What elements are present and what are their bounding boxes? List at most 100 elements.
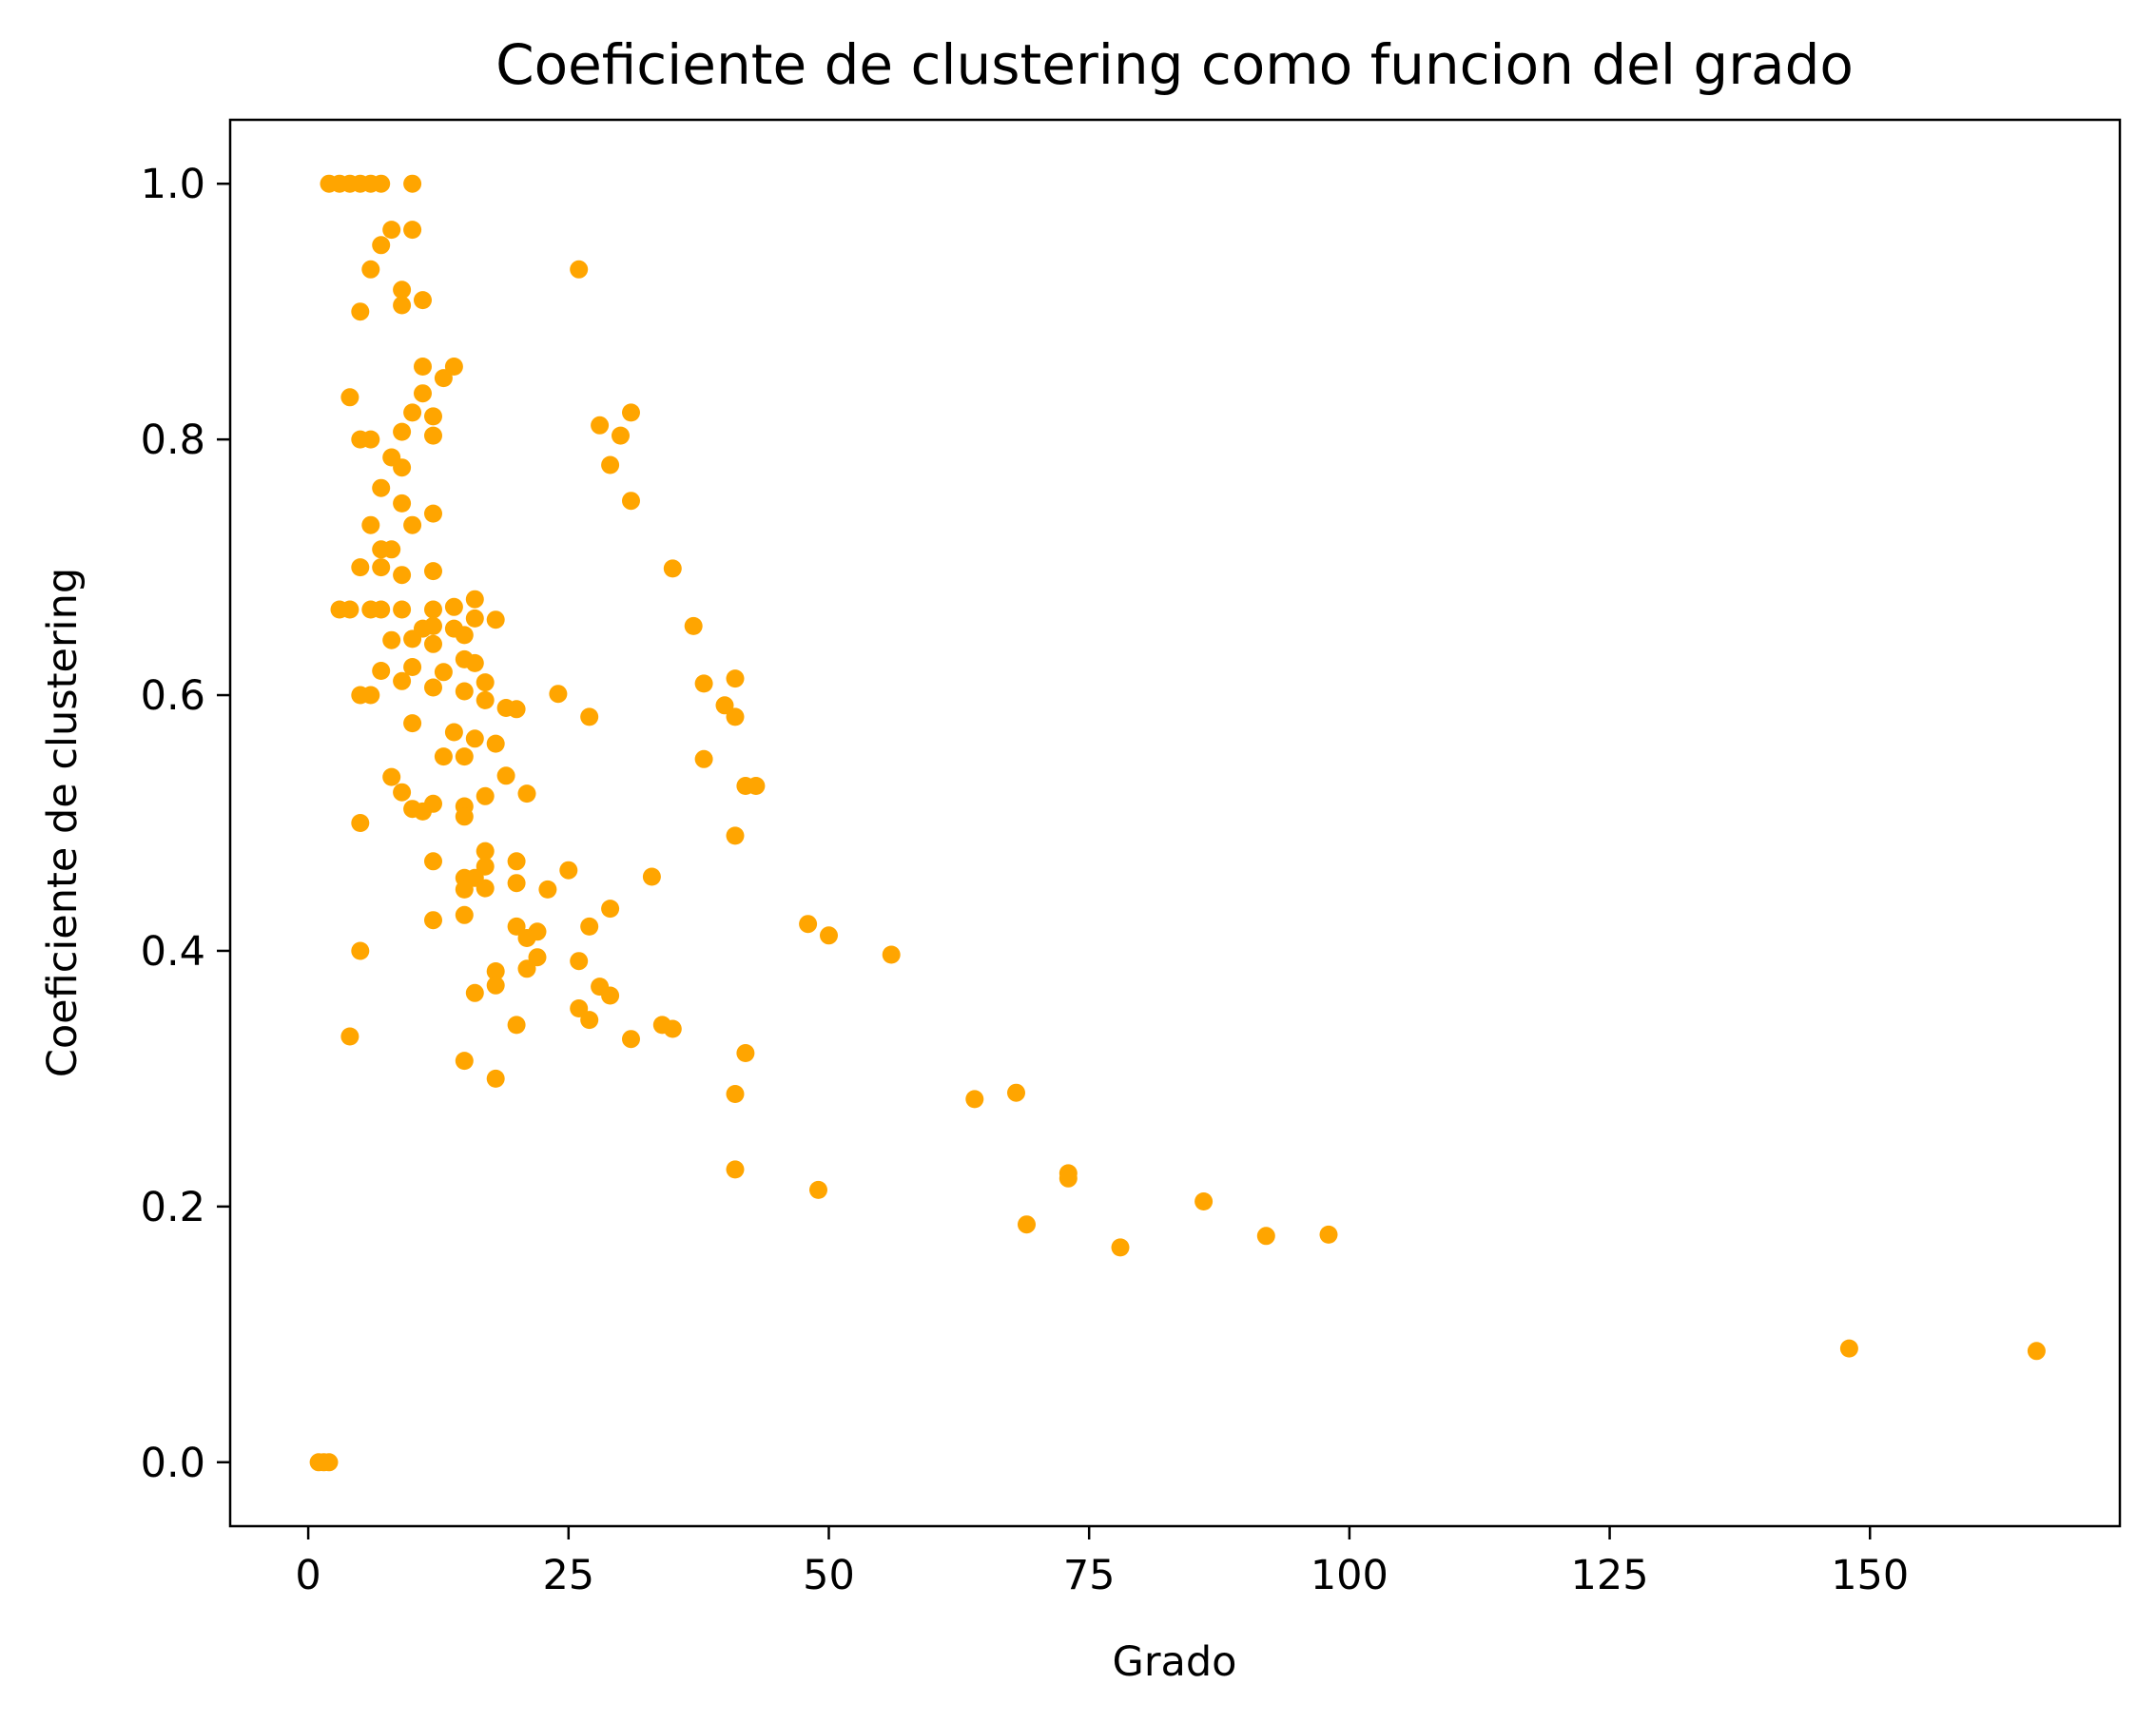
data-point <box>424 634 442 653</box>
data-point <box>799 915 818 934</box>
data-point <box>601 986 620 1005</box>
data-point <box>434 663 453 682</box>
data-point <box>361 430 380 449</box>
data-point <box>570 260 589 279</box>
data-point <box>580 917 599 936</box>
data-point <box>726 1085 745 1103</box>
data-point <box>601 900 620 919</box>
data-point <box>393 494 412 513</box>
y-tick-label: 0.6 <box>141 672 205 720</box>
data-point <box>580 1011 599 1030</box>
data-point <box>1195 1192 1214 1210</box>
data-point <box>747 777 766 795</box>
x-tick-label: 50 <box>803 1552 855 1599</box>
data-point <box>372 174 391 193</box>
data-point <box>393 296 412 315</box>
data-point <box>340 1027 359 1046</box>
y-axis-ticks: 0.0 0.2 0.4 0.6 0.8 1.0 <box>141 161 230 1487</box>
data-point <box>726 1160 745 1179</box>
data-point <box>382 221 401 240</box>
data-point <box>372 662 391 680</box>
data-point <box>393 458 412 477</box>
data-point <box>424 678 442 697</box>
y-tick-label: 0.2 <box>141 1184 205 1231</box>
data-point <box>403 221 422 240</box>
data-point <box>622 403 640 422</box>
data-point <box>612 426 630 445</box>
x-axis-label: Grado <box>1113 1638 1237 1686</box>
data-point <box>601 455 620 474</box>
data-point <box>507 874 526 893</box>
data-point <box>340 600 359 619</box>
data-point <box>351 302 370 321</box>
data-point <box>455 626 474 645</box>
data-point <box>507 1016 526 1035</box>
data-point <box>382 540 401 559</box>
data-point <box>622 492 640 511</box>
data-point <box>444 597 463 616</box>
data-point <box>559 861 578 880</box>
data-point <box>424 426 442 445</box>
y-axis-label: Coeficiente de clustering <box>39 568 87 1077</box>
data-point <box>455 905 474 924</box>
data-point <box>1059 1169 1078 1188</box>
data-point <box>517 784 536 803</box>
data-point <box>642 867 661 886</box>
data-point <box>476 842 495 861</box>
x-tick-label: 0 <box>295 1552 320 1599</box>
data-point <box>549 685 568 704</box>
data-point <box>372 478 391 497</box>
data-point <box>965 1090 984 1109</box>
data-point <box>517 929 536 947</box>
data-point <box>361 686 380 705</box>
data-point <box>424 504 442 523</box>
plot-frame <box>228 118 2122 1528</box>
x-tick-label: 25 <box>542 1552 594 1599</box>
data-point <box>496 766 515 785</box>
data-point <box>372 236 391 255</box>
data-point <box>403 174 422 193</box>
data-point <box>465 590 484 609</box>
data-point <box>414 802 432 821</box>
data-point <box>351 558 370 577</box>
data-point <box>424 911 442 930</box>
data-point <box>726 669 745 688</box>
data-point <box>1319 1225 1338 1244</box>
data-point <box>684 616 703 635</box>
data-point <box>403 714 422 733</box>
data-point <box>486 610 505 629</box>
y-tick-label: 1.0 <box>141 161 205 208</box>
data-point <box>393 422 412 441</box>
data-point <box>414 291 432 310</box>
data-point <box>736 1044 755 1062</box>
data-point <box>622 1030 640 1049</box>
data-point <box>715 696 734 715</box>
data-point <box>528 948 547 967</box>
data-point <box>351 941 370 960</box>
data-point <box>694 749 713 768</box>
data-points <box>309 174 2046 1472</box>
data-point <box>570 952 589 971</box>
data-point <box>351 814 370 832</box>
data-point <box>580 707 599 726</box>
data-point <box>882 945 901 964</box>
y-tick-label: 0.0 <box>141 1440 205 1487</box>
x-tick-label: 150 <box>1831 1552 1909 1599</box>
data-point <box>1256 1227 1275 1246</box>
data-point <box>393 600 412 619</box>
data-point <box>476 673 495 692</box>
x-tick-label: 75 <box>1063 1552 1116 1599</box>
data-point <box>486 976 505 995</box>
data-point <box>663 1019 682 1038</box>
data-point <box>393 281 412 300</box>
data-point <box>424 562 442 581</box>
data-point <box>694 674 713 693</box>
chart-title: Coeficiente de clustering como funcion d… <box>495 32 1854 97</box>
data-point <box>465 983 484 1002</box>
data-point <box>476 690 495 709</box>
data-point <box>1018 1215 1036 1234</box>
data-point <box>507 917 526 936</box>
data-point <box>507 700 526 719</box>
data-point <box>1839 1339 1858 1358</box>
